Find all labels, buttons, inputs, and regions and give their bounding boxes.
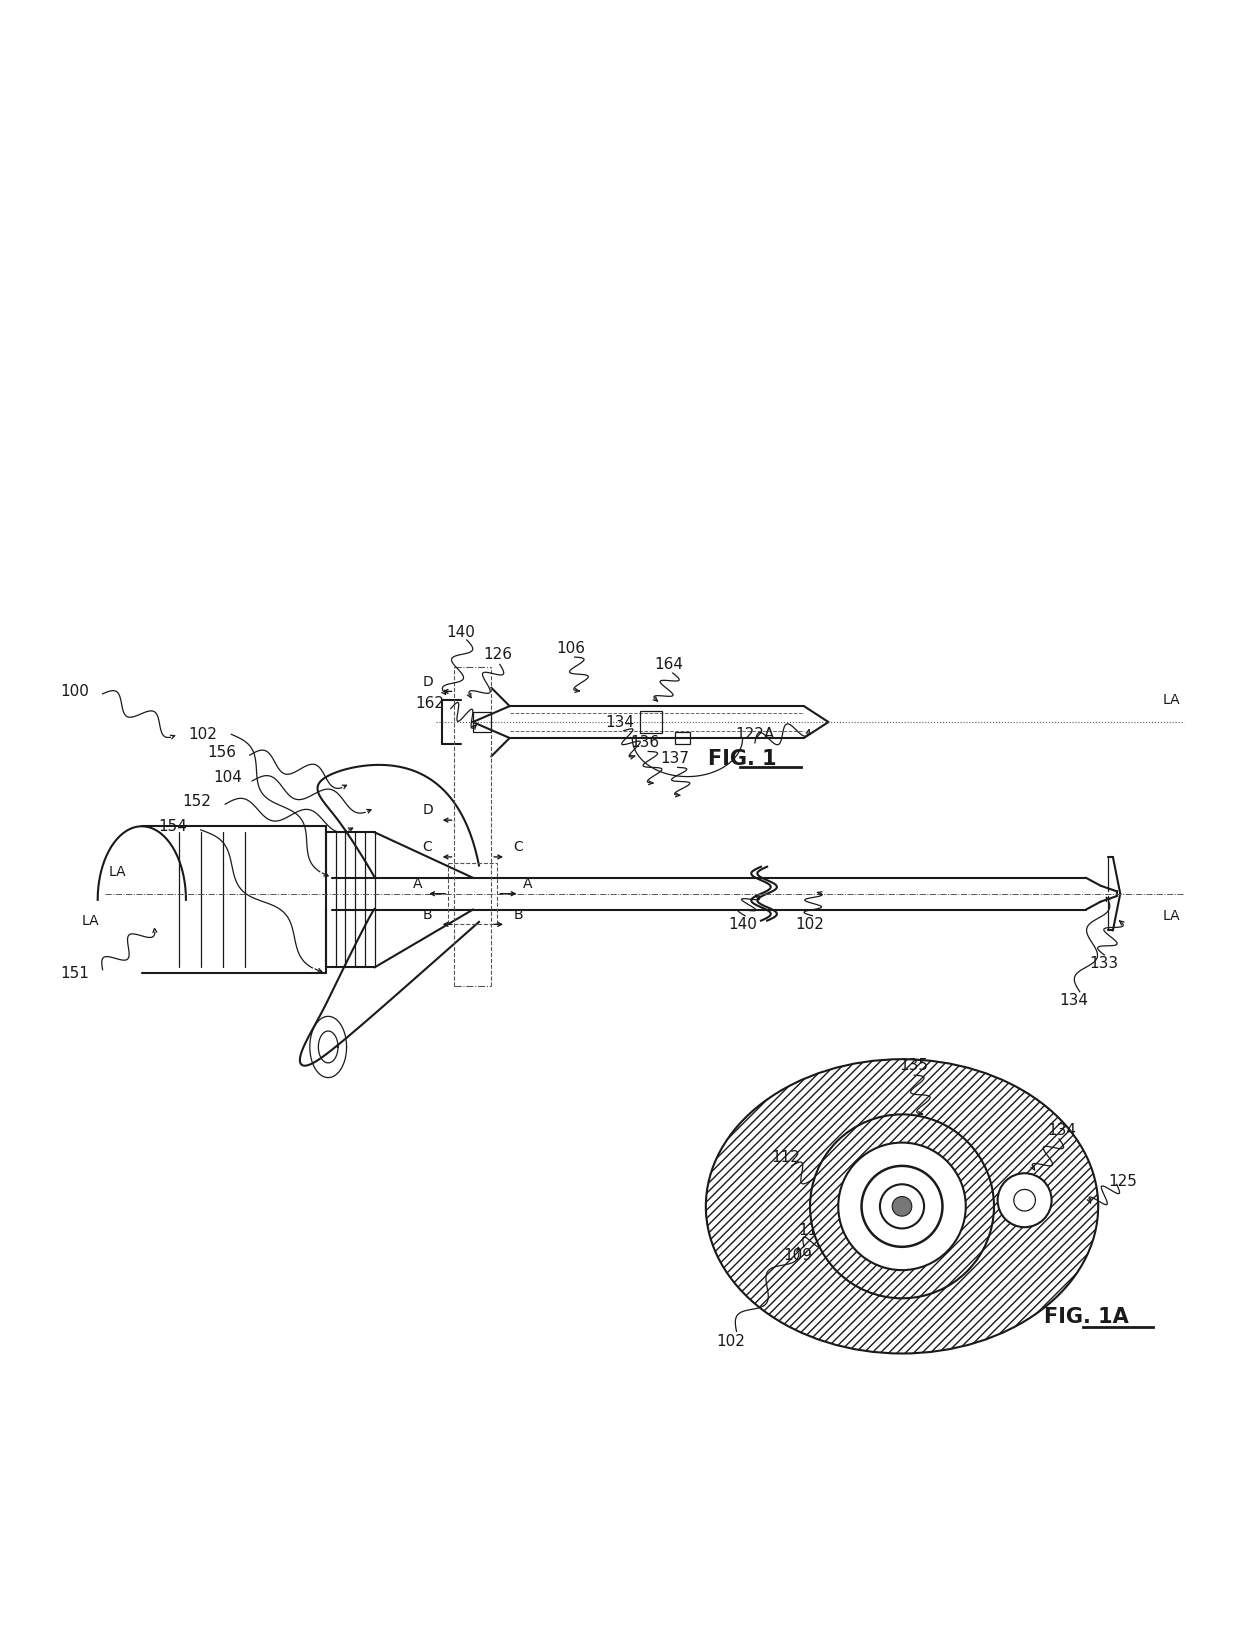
Bar (640, 711, 662, 733)
Text: 164: 164 (655, 658, 683, 672)
Text: 136: 136 (630, 736, 660, 751)
Circle shape (838, 1143, 966, 1270)
Bar (472, 711, 491, 733)
Text: LA: LA (1163, 908, 1180, 923)
Text: A: A (413, 877, 423, 891)
Circle shape (1014, 1190, 1035, 1211)
Text: 134: 134 (1047, 1123, 1076, 1138)
Text: 102: 102 (188, 726, 217, 742)
Text: FIG. 1: FIG. 1 (708, 749, 777, 768)
Bar (675, 733, 689, 744)
Text: 109: 109 (784, 1249, 812, 1263)
Text: LA: LA (1163, 694, 1180, 707)
Text: 140: 140 (728, 917, 758, 931)
Text: 110: 110 (799, 1223, 827, 1239)
Text: 137: 137 (661, 752, 689, 767)
Text: 112: 112 (771, 1149, 800, 1164)
Text: 102: 102 (715, 1333, 745, 1348)
Text: FIG. 1A: FIG. 1A (1044, 1307, 1128, 1327)
Text: 151: 151 (60, 965, 89, 982)
Text: 126: 126 (482, 646, 512, 663)
Circle shape (810, 1115, 994, 1298)
Text: 122A: 122A (735, 726, 775, 742)
Ellipse shape (706, 1060, 1099, 1353)
Text: 104: 104 (213, 770, 242, 785)
Text: B: B (513, 907, 523, 921)
Text: C: C (423, 840, 433, 855)
Text: A: A (523, 877, 533, 891)
Text: 156: 156 (207, 746, 236, 760)
Text: C: C (513, 840, 523, 855)
Text: 134: 134 (1059, 993, 1089, 1008)
Circle shape (893, 1197, 911, 1216)
Text: 125: 125 (1109, 1174, 1137, 1190)
Text: 135: 135 (900, 1058, 929, 1073)
Circle shape (998, 1174, 1052, 1228)
Text: LA: LA (108, 864, 126, 879)
Text: 133: 133 (1090, 956, 1118, 970)
Circle shape (880, 1184, 924, 1229)
Text: 152: 152 (182, 794, 212, 809)
Text: D: D (422, 674, 433, 689)
Circle shape (862, 1166, 942, 1247)
Text: 106: 106 (557, 641, 585, 656)
Text: B: B (423, 907, 433, 921)
Text: 100: 100 (60, 684, 89, 698)
Text: LA: LA (82, 913, 99, 928)
Text: 102: 102 (796, 917, 825, 931)
Text: 134: 134 (605, 715, 635, 729)
Text: 154: 154 (157, 819, 187, 834)
Text: D: D (422, 803, 433, 817)
Text: 162: 162 (415, 697, 444, 711)
Text: 140: 140 (446, 625, 475, 640)
